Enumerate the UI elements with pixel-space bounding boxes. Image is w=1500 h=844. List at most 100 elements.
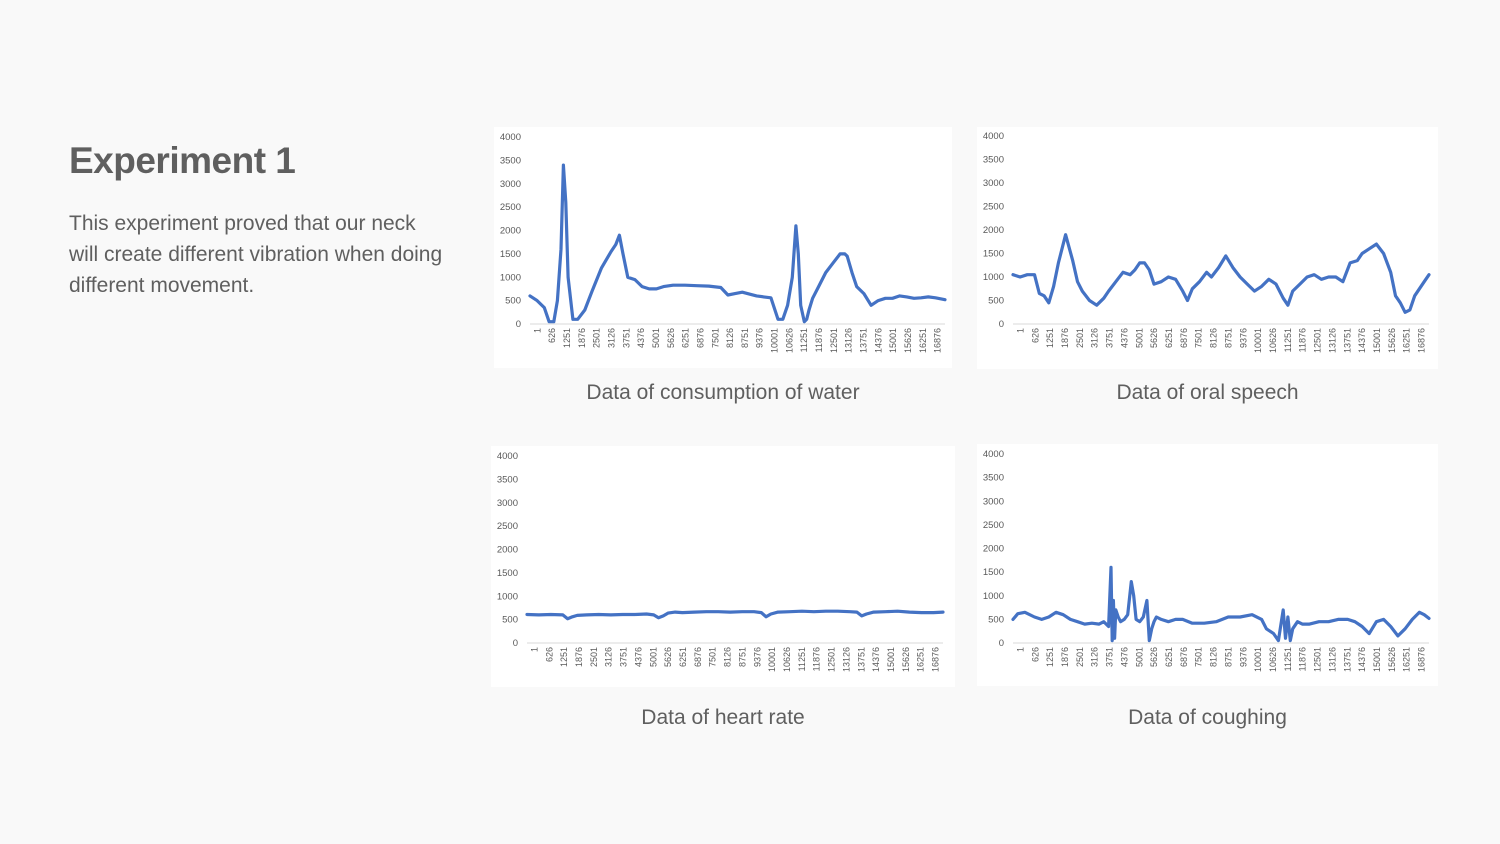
x-tick-label: 1876 [574, 647, 584, 667]
y-tick-label: 0 [999, 638, 1004, 649]
x-tick-label: 1876 [1060, 328, 1070, 348]
x-tick-label: 1 [1015, 328, 1025, 333]
x-tick-label: 11251 [797, 647, 807, 671]
x-tick-label: 7501 [1194, 647, 1204, 667]
chart-water-card: 0 500 1000 1500 2000 2500 3000 3500 4000 1 626 1251… [494, 127, 952, 368]
x-tick-label: 7501 [708, 647, 718, 667]
x-tick-label: 11876 [812, 647, 822, 671]
x-tick-label: 10626 [784, 328, 794, 353]
x-tick-label: 6876 [693, 647, 703, 667]
chart-water: 0 500 1000 1500 2000 2500 3000 3500 4000 1 626 1251… [500, 132, 947, 353]
x-tick-label: 6251 [681, 328, 691, 348]
y-tick-label: 3500 [983, 473, 1004, 484]
x-tick-label: 10001 [1253, 647, 1263, 672]
y-tick-label: 3000 [983, 496, 1004, 507]
series-line [528, 163, 947, 324]
x-tick-label: 15001 [1372, 647, 1382, 672]
y-tick-label: 2500 [983, 520, 1004, 531]
x-tick-label: 15626 [1387, 647, 1397, 672]
x-tick-label: 15001 [1372, 328, 1382, 353]
x-tick-label: 10001 [770, 328, 780, 353]
y-tick-label: 2000 [497, 545, 518, 556]
y-tick-label: 0 [513, 638, 518, 649]
x-tick-label: 5001 [648, 647, 658, 667]
x-tick-label: 6876 [695, 328, 705, 348]
x-tick-label: 15626 [1387, 328, 1397, 353]
y-tick-label: 3000 [500, 179, 521, 190]
x-tick-label: 13751 [858, 328, 868, 353]
y-tick-label: 2000 [983, 225, 1004, 236]
x-tick-label: 7501 [1194, 328, 1204, 348]
x-tick-label: 8126 [725, 328, 735, 348]
y-tick-label: 0 [999, 319, 1004, 330]
chart-cough: 0 500 1000 1500 2000 2500 3000 3500 4000 1 626 1251… [983, 449, 1431, 672]
x-tick-label: 15626 [901, 647, 911, 672]
x-tick-label: 15626 [903, 328, 913, 353]
y-tick-label: 1500 [500, 249, 521, 260]
x-tick-label: 2501 [1075, 328, 1085, 348]
x-tick-label: 1 [532, 328, 542, 333]
x-tick-label: 8126 [723, 647, 733, 667]
series-line [1011, 565, 1431, 643]
y-tick-label: 500 [988, 296, 1004, 307]
x-tick-label: 10626 [1268, 647, 1278, 672]
x-tick-label: 16876 [1417, 328, 1427, 353]
chart-heart-card: 0 500 1000 1500 2000 2500 3000 3500 4000 1 626 1251… [491, 446, 955, 687]
y-tick-label: 3500 [500, 155, 521, 166]
chart-water-caption: Data of consumption of water [586, 381, 860, 404]
x-tick-label: 10001 [1253, 328, 1263, 353]
x-tick-label: 16251 [1402, 647, 1412, 672]
y-tick-label: 1500 [497, 568, 518, 579]
x-tick-label: 3126 [1090, 328, 1100, 348]
x-tick-label: 16876 [1417, 647, 1427, 672]
x-tick-label: 8751 [1223, 328, 1233, 348]
x-tick-label: 1251 [1045, 328, 1055, 348]
x-tick-label: 626 [544, 647, 554, 662]
x-tick-label: 16251 [918, 328, 928, 353]
x-tick-label: 14376 [1357, 647, 1367, 672]
x-tick-label: 14376 [1357, 328, 1367, 353]
x-tick-label: 4376 [636, 328, 646, 348]
x-tick-label: 1 [1015, 647, 1025, 652]
y-tick-label: 2000 [983, 544, 1004, 555]
chart-cough-card: 0 500 1000 1500 2000 2500 3000 3500 4000 1 626 1251… [977, 444, 1438, 686]
x-tick-label: 8751 [737, 647, 747, 667]
y-tick-label: 500 [502, 615, 518, 626]
x-tick-label: 13126 [1327, 328, 1337, 353]
x-tick-label: 9376 [1238, 647, 1248, 667]
y-tick-label: 4000 [983, 131, 1004, 142]
x-tick-label: 16876 [933, 328, 943, 353]
x-tick-label: 6251 [678, 647, 688, 667]
x-tick-label: 11876 [814, 328, 824, 352]
x-tick-label: 5001 [1134, 328, 1144, 348]
x-tick-label: 3126 [1090, 647, 1100, 667]
x-tick-label: 11251 [799, 328, 809, 352]
x-tick-label: 6251 [1164, 647, 1174, 667]
y-tick-label: 1000 [497, 591, 518, 602]
x-tick-label: 12501 [1313, 647, 1323, 672]
x-tick-label: 3126 [607, 328, 617, 348]
x-tick-label: 16251 [1402, 328, 1412, 353]
x-tick-label: 3751 [621, 328, 631, 348]
y-tick-label: 1000 [983, 591, 1004, 602]
chart-speech: 0 500 1000 1500 2000 2500 3000 3500 4000 1 626 1251… [983, 131, 1431, 353]
x-tick-label: 1876 [577, 328, 587, 348]
y-tick-label: 2500 [983, 202, 1004, 213]
x-tick-label: 14376 [871, 647, 881, 672]
y-tick-label: 500 [988, 614, 1004, 625]
x-tick-label: 1876 [1060, 647, 1070, 667]
chart-speech-caption: Data of oral speech [1116, 381, 1299, 404]
x-tick-label: 13751 [1342, 647, 1352, 672]
y-tick-label: 1000 [983, 272, 1004, 283]
x-tick-label: 11876 [1298, 647, 1308, 671]
y-tick-label: 2500 [497, 521, 518, 532]
y-tick-label: 0 [516, 319, 521, 330]
chart-speech-card: 0 500 1000 1500 2000 2500 3000 3500 4000 1 626 1251… [977, 127, 1438, 369]
x-tick-label: 13751 [1342, 328, 1352, 353]
x-tick-label: 8126 [1209, 647, 1219, 667]
x-tick-label: 8126 [1209, 328, 1219, 348]
x-tick-label: 3751 [1105, 328, 1115, 348]
x-tick-label: 626 [1030, 647, 1040, 662]
x-tick-label: 16876 [931, 647, 941, 672]
x-tick-label: 6251 [1164, 328, 1174, 348]
